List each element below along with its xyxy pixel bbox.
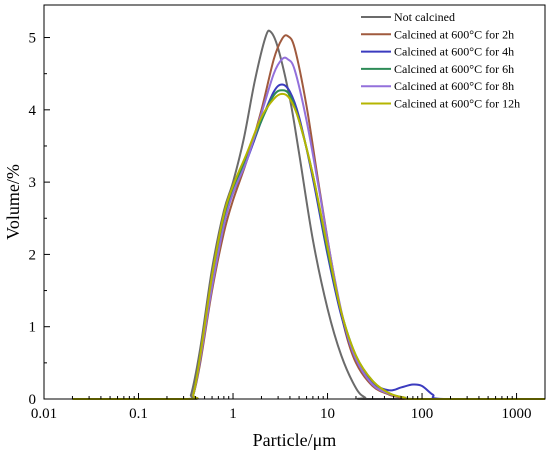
plot-area-frame — [43, 4, 546, 400]
legend: Not calcined Calcined at 600°C for 2h Calc… — [361, 10, 520, 111]
legend-label: Calcined at 600°C for 12h — [394, 97, 520, 111]
legend-label: Calcined at 600°C for 4h — [394, 45, 514, 59]
series-line-5 — [72, 56, 545, 401]
y-tick-label: 2 — [29, 247, 37, 263]
y-tick-label: 3 — [29, 175, 37, 191]
x-tick-label: 0.01 — [31, 406, 57, 422]
y-tick-label: 1 — [29, 320, 37, 336]
x-tick-label: 10 — [320, 406, 335, 422]
legend-label: Calcined at 600°C for 2h — [394, 27, 514, 41]
x-tick-label: 1 — [229, 406, 237, 422]
x-tick-label: 1000 — [502, 406, 532, 422]
x-tick-label: 0.1 — [129, 406, 148, 422]
legend-label: Calcined at 600°C for 8h — [394, 79, 514, 93]
legend-label: Calcined at 600°C for 6h — [394, 62, 514, 76]
x-axis-title: Particle/μm — [253, 430, 337, 450]
legend-label: Not calcined — [394, 10, 455, 24]
series-line-6 — [72, 92, 545, 401]
y-tick-label: 4 — [29, 103, 37, 119]
y-tick-label: 0 — [29, 392, 37, 408]
y-tick-label: 5 — [29, 31, 37, 47]
axes-layer: 0.01 0.1 1 10 100 1000 0 1 2 3 4 5 — [29, 31, 546, 422]
x-tick-label: 100 — [411, 406, 434, 422]
y-axis-title: Volume/% — [3, 164, 23, 240]
series-layer — [72, 29, 545, 401]
